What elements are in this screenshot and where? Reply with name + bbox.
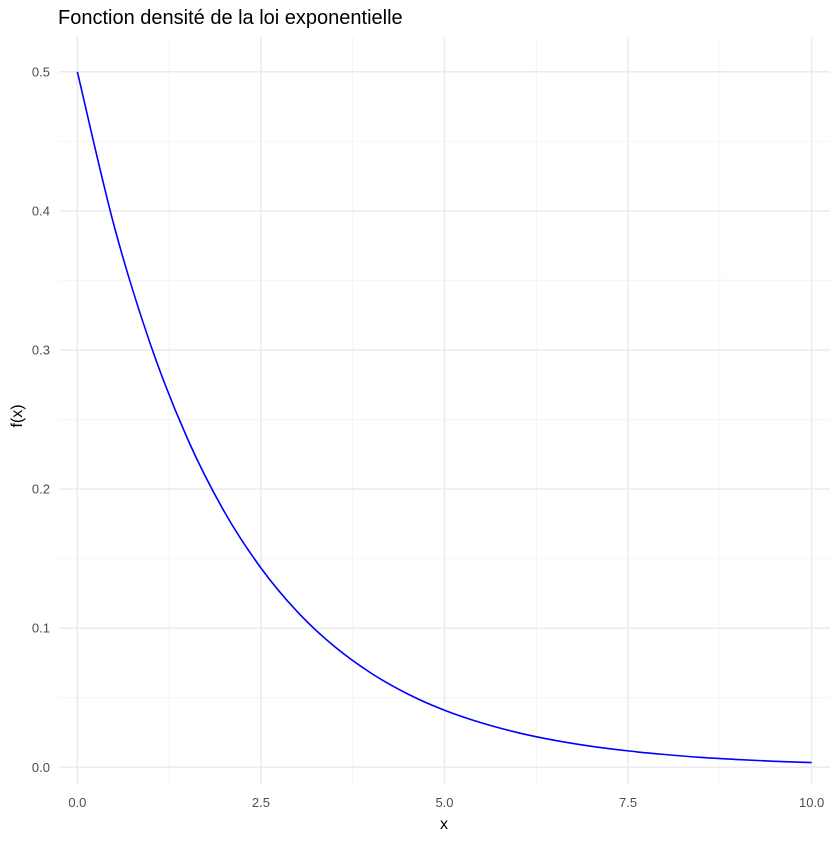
grid-layer [59,37,830,784]
y-tick-label: 0.3 [32,342,50,357]
y-tick-label: 0.4 [32,203,50,218]
chart-title: Fonction densité de la loi exponentielle [58,7,403,29]
x-tick-label: 7.5 [619,795,637,810]
y-tick-label: 0.0 [32,760,50,775]
x-tick-label: 0.0 [68,795,86,810]
y-tick-label: 0.1 [32,621,50,636]
x-tick-label: 5.0 [435,795,453,810]
density-curve-line [76,71,812,764]
series-layer [76,71,812,764]
x-axis-title: x [440,816,448,833]
x-tick-label: 10.0 [799,795,824,810]
y-tick-label: 0.5 [32,64,50,79]
tick-layer: 0.0 2.5 5.0 7.5 10.0 0.0 0.1 0.2 0.3 0.4 0.5 [32,64,824,810]
y-axis-title: f(x) [9,404,26,427]
y-tick-label: 0.2 [32,482,50,497]
x-tick-label: 2.5 [252,795,270,810]
